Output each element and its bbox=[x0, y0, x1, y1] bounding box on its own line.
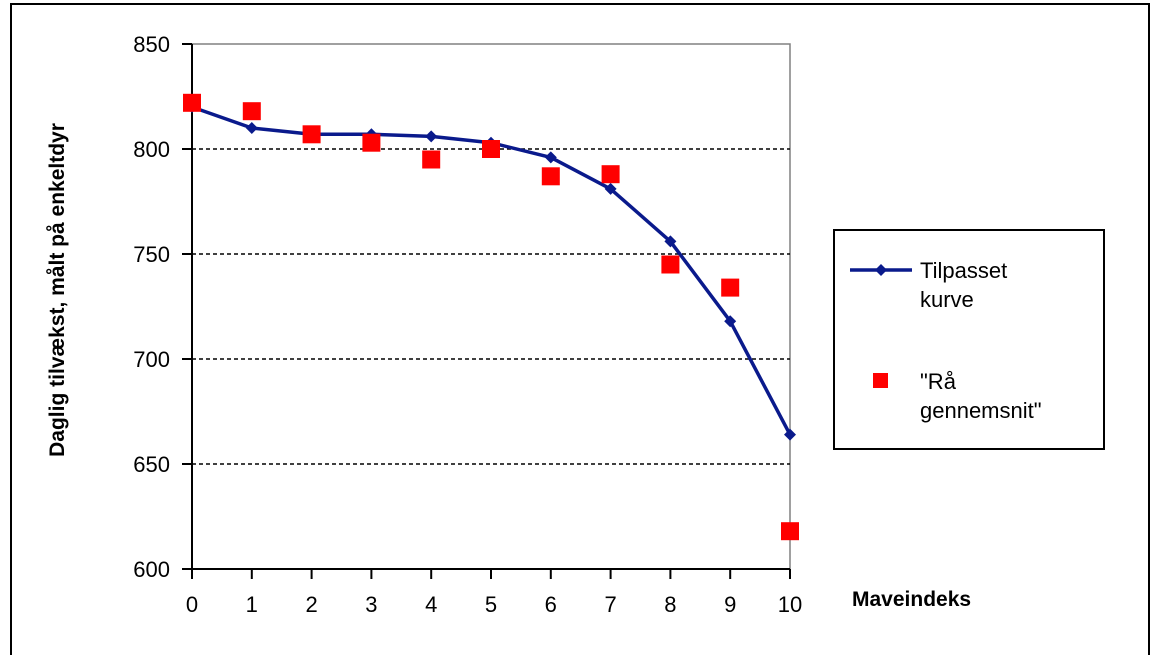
plot-area bbox=[191, 43, 791, 570]
legend-label-raw: "Rå gennemsnit" bbox=[920, 369, 1042, 423]
y-tick-label-750: 750 bbox=[133, 242, 170, 267]
raw-point-0 bbox=[183, 93, 201, 112]
raw-point-1 bbox=[242, 102, 261, 121]
fitted-point-4 bbox=[425, 130, 438, 143]
raw-point-4 bbox=[422, 150, 441, 169]
axis-layer bbox=[182, 43, 791, 579]
series-layer bbox=[183, 93, 799, 541]
fitted-point-1 bbox=[245, 122, 258, 134]
raw-point-7 bbox=[601, 165, 620, 184]
x-tick-label-8: 8 bbox=[664, 592, 676, 617]
y-tick-labels: 600 650 700 750 800 850 bbox=[133, 32, 170, 582]
legend-square-marker bbox=[873, 373, 888, 388]
y-tick-label-600: 600 bbox=[133, 557, 170, 582]
fitted-point-8 bbox=[664, 235, 677, 248]
raw-point-8 bbox=[661, 255, 680, 274]
x-tick-label-3: 3 bbox=[365, 592, 377, 617]
y-tick-label-850: 850 bbox=[133, 32, 170, 57]
x-axis-title: Maveindeks bbox=[852, 588, 971, 611]
x-tick-label-7: 7 bbox=[604, 592, 616, 617]
grid-layer bbox=[192, 148, 790, 465]
x-tick-label-5: 5 bbox=[485, 592, 497, 617]
x-tick-label-2: 2 bbox=[305, 592, 317, 617]
x-tick-label-0: 0 bbox=[186, 592, 198, 617]
y-tick-label-800: 800 bbox=[133, 137, 170, 162]
legend-diamond-marker bbox=[875, 264, 887, 276]
legend-label-fitted: Tilpasset kurve bbox=[920, 258, 1013, 312]
legend-label-fitted-line2: kurve bbox=[920, 287, 974, 312]
fitted-point-7 bbox=[604, 182, 617, 195]
raw-point-5 bbox=[482, 140, 500, 158]
legend-label-raw-line1: "Rå bbox=[920, 369, 957, 394]
fitted-point-9 bbox=[724, 315, 737, 328]
y-tick-label-700: 700 bbox=[133, 347, 170, 372]
fitted-point-6 bbox=[544, 151, 557, 164]
fitted-point-10 bbox=[784, 428, 796, 441]
x-tick-label-9: 9 bbox=[724, 592, 736, 617]
legend-label-fitted-line1: Tilpasset bbox=[920, 258, 1007, 283]
raw-point-2 bbox=[302, 125, 321, 144]
legend-label-raw-line2: gennemsnit" bbox=[920, 398, 1042, 423]
raw-point-3 bbox=[362, 133, 381, 152]
raw-point-10 bbox=[781, 522, 799, 541]
legend: Tilpasset kurve "Rå gennemsnit" bbox=[833, 229, 1105, 450]
x-tick-label-6: 6 bbox=[545, 592, 557, 617]
x-tick-label-1: 1 bbox=[246, 592, 258, 617]
y-axis-title: Daglig tilvækst, målt på enkeltdyr bbox=[46, 123, 69, 457]
x-tick-label-10: 10 bbox=[778, 592, 802, 617]
y-tick-label-650: 650 bbox=[133, 452, 170, 477]
x-tick-label-4: 4 bbox=[425, 592, 437, 617]
raw-point-6 bbox=[541, 167, 560, 186]
x-tick-labels: 0 1 2 3 4 5 6 7 8 9 10 bbox=[186, 592, 802, 617]
raw-point-9 bbox=[721, 278, 740, 297]
